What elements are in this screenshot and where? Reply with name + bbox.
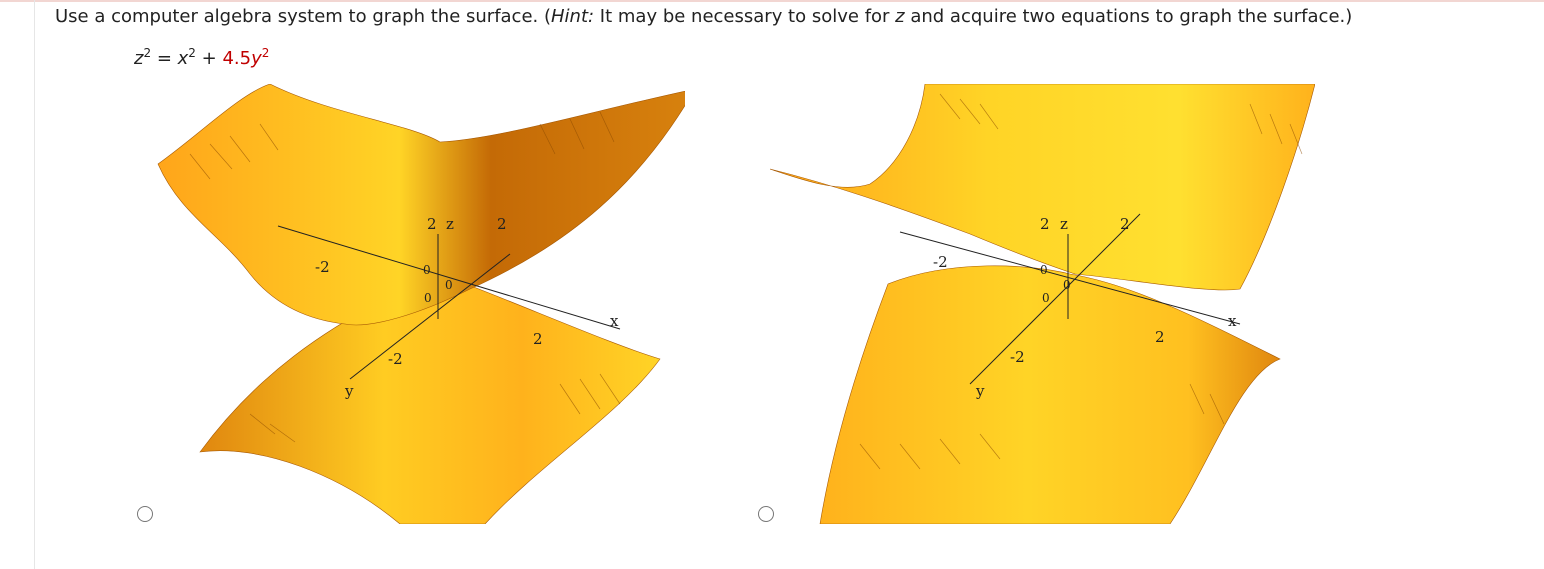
eq-y: y xyxy=(251,48,262,69)
origin-tick-2: 0 xyxy=(1063,278,1071,292)
top-border xyxy=(0,0,1544,2)
option-2-graph: 2 z 2 -2 0 0 x 2 -2 y 0 xyxy=(770,84,1315,524)
y-tick-pos: 2 xyxy=(1120,215,1130,233)
x-tick-pos: 2 xyxy=(533,330,543,348)
z-tick-0: 0 xyxy=(424,291,432,305)
eq-coefficient: 4.5 xyxy=(222,48,252,69)
y-axis-label: y xyxy=(344,382,354,400)
surface-upper xyxy=(770,84,1315,291)
z-axis-label: z xyxy=(446,215,454,233)
question-text: Use a computer algebra system to graph t… xyxy=(55,6,1352,27)
origin-tick: 0 xyxy=(1040,263,1048,277)
question-prefix: Use a computer algebra system to graph t… xyxy=(55,6,551,27)
x-axis-label: x xyxy=(610,312,619,330)
z-tick-2: 2 xyxy=(427,215,437,233)
origin-tick-2: 0 xyxy=(445,278,453,292)
y-tick-neg: -2 xyxy=(1010,348,1025,366)
hint-label: Hint: xyxy=(551,6,595,27)
x-axis-label: x xyxy=(1228,312,1237,330)
x-tick-neg: -2 xyxy=(315,258,330,276)
eq-exp: 2 xyxy=(188,46,196,60)
surface-upper xyxy=(157,84,685,326)
eq-equals: = xyxy=(151,48,178,69)
y-axis-label: y xyxy=(975,382,985,400)
z-axis-label: z xyxy=(1060,215,1068,233)
eq-exp: 2 xyxy=(143,46,152,60)
z-tick-2: 2 xyxy=(1040,215,1050,233)
hint-text: It may be necessary to solve for xyxy=(594,6,896,27)
z-tick-0: 0 xyxy=(1042,291,1050,305)
option-1-radio[interactable] xyxy=(137,506,153,522)
option-2-radio[interactable] xyxy=(758,506,774,522)
option-1-graph: 2 z 2 -2 0 0 x 2 -2 y 0 xyxy=(140,84,685,524)
y-tick-neg: -2 xyxy=(388,350,403,368)
surface-lower xyxy=(199,273,661,524)
equation: z2 = x2 + 4.5y2 xyxy=(134,46,270,69)
z-variable: z xyxy=(895,6,905,27)
origin-tick: 0 xyxy=(423,263,431,277)
eq-x: x xyxy=(177,48,189,69)
question-suffix: and acquire two equations to graph the s… xyxy=(904,6,1353,27)
x-tick-pos: 2 xyxy=(1155,328,1165,346)
eq-exp: 2 xyxy=(261,46,270,60)
eq-plus: + xyxy=(195,48,223,69)
y-tick-pos: 2 xyxy=(497,215,507,233)
left-rule xyxy=(34,0,35,569)
x-tick-neg: -2 xyxy=(933,253,948,271)
eq-z: z xyxy=(134,48,144,69)
surface-lower xyxy=(819,265,1281,524)
